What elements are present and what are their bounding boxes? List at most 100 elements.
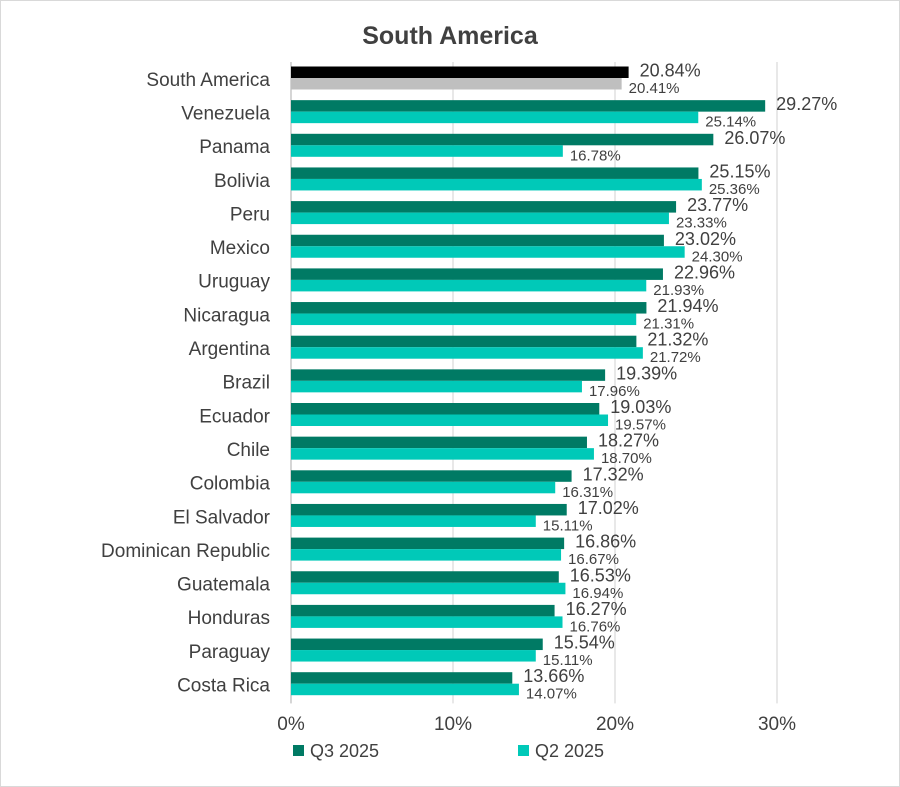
- bar-q2-2025-uruguay: [291, 279, 647, 292]
- category-label-uruguay: Uruguay: [198, 272, 270, 293]
- category-label-venezuela: Venezuela: [181, 103, 270, 124]
- bar-q3-2025-south-america: [291, 66, 629, 78]
- value-label-q3-2025-ecuador: 19.03%: [610, 397, 671, 417]
- category-label-chile: Chile: [227, 440, 270, 461]
- bar-q2-2025-brazil: [291, 380, 582, 393]
- chart-title: South America: [362, 22, 539, 50]
- value-label-q3-2025-chile: 18.27%: [598, 431, 659, 451]
- bar-q3-2025-venezuela: [291, 100, 766, 112]
- bar-q3-2025-uruguay: [291, 268, 663, 280]
- bar-q3-2025-dominican-republic: [291, 537, 565, 550]
- bar-q2-2025-panama: [291, 145, 563, 157]
- bar-q3-2025-mexico: [291, 234, 664, 247]
- x-tick-label: 30%: [758, 714, 796, 735]
- x-tick-label: 20%: [596, 714, 634, 735]
- value-label-q2-2025-guatemala: 16.94%: [572, 585, 623, 602]
- bar-q2-2025-dominican-republic: [291, 549, 562, 561]
- category-label-ecuador: Ecuador: [199, 406, 270, 427]
- legend-label-q3-2025: Q3 2025: [310, 741, 379, 761]
- value-label-q2-2025-costa-rica: 14.07%: [526, 686, 577, 703]
- bar-q2-2025-el-salvador: [291, 515, 536, 527]
- bar-q2-2025-paraguay: [291, 650, 536, 662]
- bar-q2-2025-argentina: [291, 347, 643, 359]
- bars: [291, 66, 766, 696]
- category-label-el-salvador: El Salvador: [173, 507, 271, 528]
- value-label-q2-2025-chile: 18.70%: [601, 450, 652, 467]
- category-label-peru: Peru: [230, 204, 270, 225]
- bar-q2-2025-south-america: [291, 78, 622, 90]
- value-label-q3-2025-peru: 23.77%: [687, 195, 748, 215]
- value-label-q2-2025-peru: 23.33%: [676, 215, 727, 232]
- value-label-q2-2025-honduras: 16.76%: [570, 618, 621, 635]
- value-label-q3-2025-argentina: 21.32%: [647, 330, 708, 350]
- value-label-q2-2025-panama: 16.78%: [570, 147, 621, 164]
- value-label-q3-2025-guatemala: 16.53%: [570, 565, 631, 585]
- category-label-dominican-republic: Dominican Republic: [101, 541, 270, 562]
- value-label-q3-2025-el-salvador: 17.02%: [578, 498, 639, 518]
- bar-q2-2025-nicaragua: [291, 313, 637, 326]
- bar-q2-2025-colombia: [291, 481, 556, 494]
- category-label-argentina: Argentina: [189, 339, 271, 360]
- value-label-q2-2025-el-salvador: 15.11%: [543, 517, 593, 534]
- value-label-q2-2025-ecuador: 19.57%: [615, 417, 666, 434]
- bar-q3-2025-costa-rica: [291, 672, 513, 684]
- value-label-q2-2025-nicaragua: 21.31%: [643, 316, 694, 333]
- bar-q3-2025-peru: [291, 201, 677, 213]
- value-label-q2-2025-paraguay: 15.11%: [543, 652, 593, 669]
- value-label-q3-2025-colombia: 17.32%: [583, 464, 644, 484]
- category-label-nicaragua: Nicaragua: [183, 305, 270, 326]
- value-label-q3-2025-panama: 26.07%: [724, 128, 785, 148]
- bar-q3-2025-bolivia: [291, 167, 699, 179]
- x-axis-ticks: 0% 10% 20% 30%: [277, 714, 796, 735]
- category-label-paraguay: Paraguay: [189, 642, 271, 663]
- value-label-q2-2025-dominican-republic: 16.67%: [568, 551, 619, 568]
- value-label-q3-2025-brazil: 19.39%: [616, 363, 677, 383]
- category-labels: South America Venezuela Panama Bolivia Peru M…: [101, 70, 271, 697]
- legend-swatch-q2-2025: [518, 745, 529, 756]
- value-label-q3-2025-dominican-republic: 16.86%: [575, 532, 636, 552]
- value-label-q3-2025-nicaragua: 21.94%: [657, 296, 718, 316]
- bar-q2-2025-guatemala: [291, 582, 566, 595]
- value-label-q2-2025-colombia: 16.31%: [562, 484, 613, 501]
- category-label-honduras: Honduras: [188, 608, 270, 629]
- bar-q3-2025-ecuador: [291, 403, 600, 415]
- value-label-q2-2025-venezuela: 25.14%: [705, 114, 756, 131]
- value-label-q3-2025-honduras: 16.27%: [566, 599, 627, 619]
- bar-q3-2025-brazil: [291, 369, 606, 381]
- value-label-q3-2025-venezuela: 29.27%: [776, 94, 837, 114]
- bar-q3-2025-argentina: [291, 335, 637, 348]
- value-label-q2-2025-south-america: 20.41%: [629, 80, 680, 97]
- legend: Q3 2025 Q2 2025: [293, 741, 604, 761]
- category-label-costa-rica: Costa Rica: [177, 676, 270, 697]
- category-label-mexico: Mexico: [210, 238, 270, 259]
- legend-label-q2-2025: Q2 2025: [535, 741, 604, 761]
- legend-swatch-q3-2025: [293, 745, 304, 756]
- value-label-q3-2025-paraguay: 15.54%: [554, 633, 615, 653]
- category-label-south-america: South America: [146, 70, 270, 91]
- bar-q2-2025-ecuador: [291, 414, 609, 426]
- category-label-bolivia: Bolivia: [214, 171, 270, 192]
- bar-q2-2025-honduras: [291, 616, 563, 628]
- value-label-q2-2025-brazil: 17.96%: [589, 383, 640, 400]
- bar-q2-2025-bolivia: [291, 178, 702, 191]
- category-label-brazil: Brazil: [222, 373, 270, 394]
- value-label-q2-2025-mexico: 24.30%: [692, 248, 743, 265]
- bar-q3-2025-guatemala: [291, 571, 559, 583]
- value-labels: 20.84%20.41% 29.27% 25.14%26.07% 16.78% 25.1…: [523, 61, 837, 703]
- category-label-guatemala: Guatemala: [177, 575, 270, 596]
- value-label-q2-2025-argentina: 21.72%: [650, 349, 701, 366]
- x-tick-label: 0%: [277, 714, 305, 735]
- bar-q3-2025-paraguay: [291, 638, 543, 651]
- value-label-q2-2025-uruguay: 21.93%: [653, 282, 704, 299]
- value-label-q3-2025-uruguay: 22.96%: [674, 262, 735, 282]
- value-label-q3-2025-bolivia: 25.15%: [709, 161, 770, 181]
- bar-q2-2025-venezuela: [291, 111, 699, 124]
- value-label-q2-2025-bolivia: 25.36%: [709, 181, 760, 198]
- x-tick-label: 10%: [434, 714, 472, 735]
- bar-q2-2025-costa-rica: [291, 683, 519, 696]
- bar-q2-2025-mexico: [291, 246, 685, 258]
- bar-q3-2025-el-salvador: [291, 503, 567, 516]
- bar-q3-2025-chile: [291, 436, 587, 449]
- bar-q2-2025-peru: [291, 212, 669, 225]
